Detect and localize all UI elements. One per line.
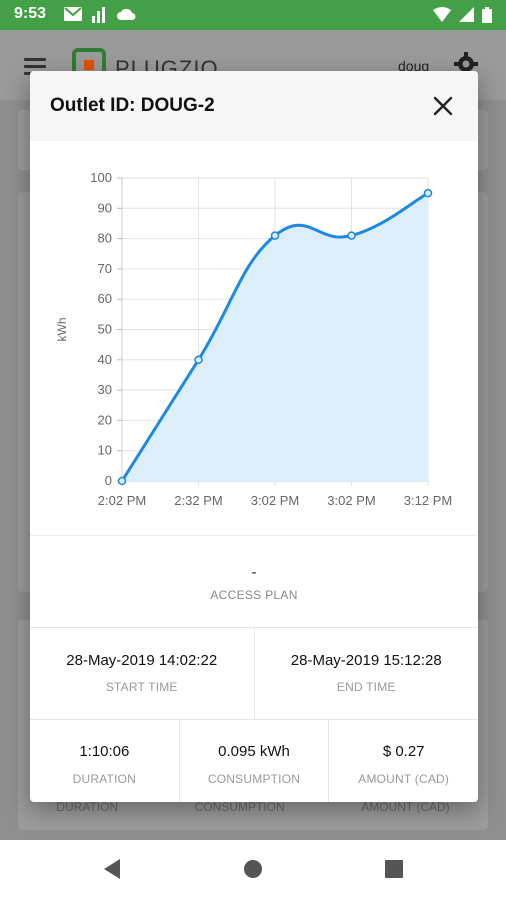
wifi-icon <box>433 7 451 22</box>
x-tick-label: 3:12 PM <box>404 493 452 508</box>
dialog-title: Outlet ID: DOUG-2 <box>50 95 215 116</box>
amount-cell: $ 0.27 AMOUNT (CAD) <box>328 720 478 802</box>
status-bar: 9:53 <box>0 0 506 30</box>
end-time-label: END TIME <box>336 680 396 694</box>
stats-row: 1:10:06 DURATION 0.095 kWh CONSUMPTION $… <box>30 719 478 802</box>
gmail-icon <box>64 7 82 21</box>
background-label: CONSUMPTION <box>194 800 285 814</box>
user-name[interactable]: doug <box>398 58 430 74</box>
end-time-value: 28-May-2019 15:12:28 <box>290 652 442 669</box>
y-tick-label: 10 <box>98 443 112 458</box>
time-row: 28-May-2019 14:02:22 START TIME 28-May-2… <box>30 627 478 720</box>
duration-value: 1:10:06 <box>79 743 130 760</box>
data-point <box>117 476 127 486</box>
duration-cell: 1:10:06 DURATION <box>30 720 179 802</box>
cellular-icon <box>459 7 474 22</box>
amount-label: AMOUNT (CAD) <box>358 772 450 786</box>
y-tick-label: 70 <box>98 261 112 276</box>
consumption-chart: 0 10 20 30 40 50 60 70 80 90 100 2:02 PM 2:32 PM 3:02… <box>30 141 478 605</box>
consumption-label: CONSUMPTION <box>207 772 301 786</box>
y-tick-label: 60 <box>98 291 112 306</box>
data-point <box>270 231 280 240</box>
signal-bars-icon <box>92 7 105 23</box>
y-tick-label: 100 <box>90 170 112 185</box>
y-tick-label: 30 <box>98 382 112 397</box>
x-tick-label: 2:02 PM <box>98 493 146 508</box>
session-dialog: Outlet ID: DOUG-2 0 10 20 30 40 50 60 70 80 90 100… <box>30 71 478 802</box>
recents-icon[interactable] <box>384 859 404 879</box>
x-tick-label: 3:02 PM <box>251 493 299 508</box>
background-label: DURATION <box>56 800 119 814</box>
y-tick-label: 80 <box>98 231 112 246</box>
y-tick-label: 40 <box>98 352 112 367</box>
consumption-cell: 0.095 kWh CONSUMPTION <box>178 720 329 802</box>
amount-value: $ 0.27 <box>382 743 425 760</box>
series-line <box>120 191 429 482</box>
gear-icon[interactable] <box>454 52 478 76</box>
end-time-cell: 28-May-2019 15:12:28 END TIME <box>253 628 479 720</box>
data-point <box>347 231 356 240</box>
x-tick-label: 3:02 PM <box>327 493 375 508</box>
access-plan-section: - ACCESS PLAN <box>30 535 478 630</box>
access-plan-value: - <box>251 564 257 581</box>
data-point <box>423 188 433 198</box>
y-tick-label: 0 <box>105 473 112 488</box>
status-time: 9:53 <box>14 5 47 22</box>
duration-label: DURATION <box>72 772 137 786</box>
home-icon[interactable] <box>242 858 264 880</box>
consumption-value: 0.095 kWh <box>218 743 290 760</box>
x-tick-label: 2:32 PM <box>174 493 222 508</box>
cloud-icon <box>117 8 136 20</box>
chart-svg: 0 10 20 30 40 50 60 70 80 90 100 2:02 PM 2:32 PM 3:02… <box>55 170 452 508</box>
battery-icon <box>482 7 492 23</box>
dialog-header: Outlet ID: DOUG-2 <box>30 71 478 141</box>
background-label: AMOUNT (CAD) <box>361 800 450 814</box>
series-area <box>122 193 428 481</box>
y-tick-label: 90 <box>98 200 112 215</box>
y-axis-label: kWh <box>55 318 69 342</box>
close-icon[interactable] <box>430 93 456 119</box>
access-plan-label: ACCESS PLAN <box>210 588 298 602</box>
navigation-bar <box>0 840 506 900</box>
y-tick-label: 20 <box>98 412 112 427</box>
start-time-label: START TIME <box>105 680 178 694</box>
start-time-cell: 28-May-2019 14:02:22 START TIME <box>30 628 254 720</box>
data-point <box>194 355 203 365</box>
y-tick-label: 50 <box>98 322 112 337</box>
back-icon[interactable] <box>102 858 122 880</box>
start-time-value: 28-May-2019 14:02:22 <box>66 652 218 669</box>
